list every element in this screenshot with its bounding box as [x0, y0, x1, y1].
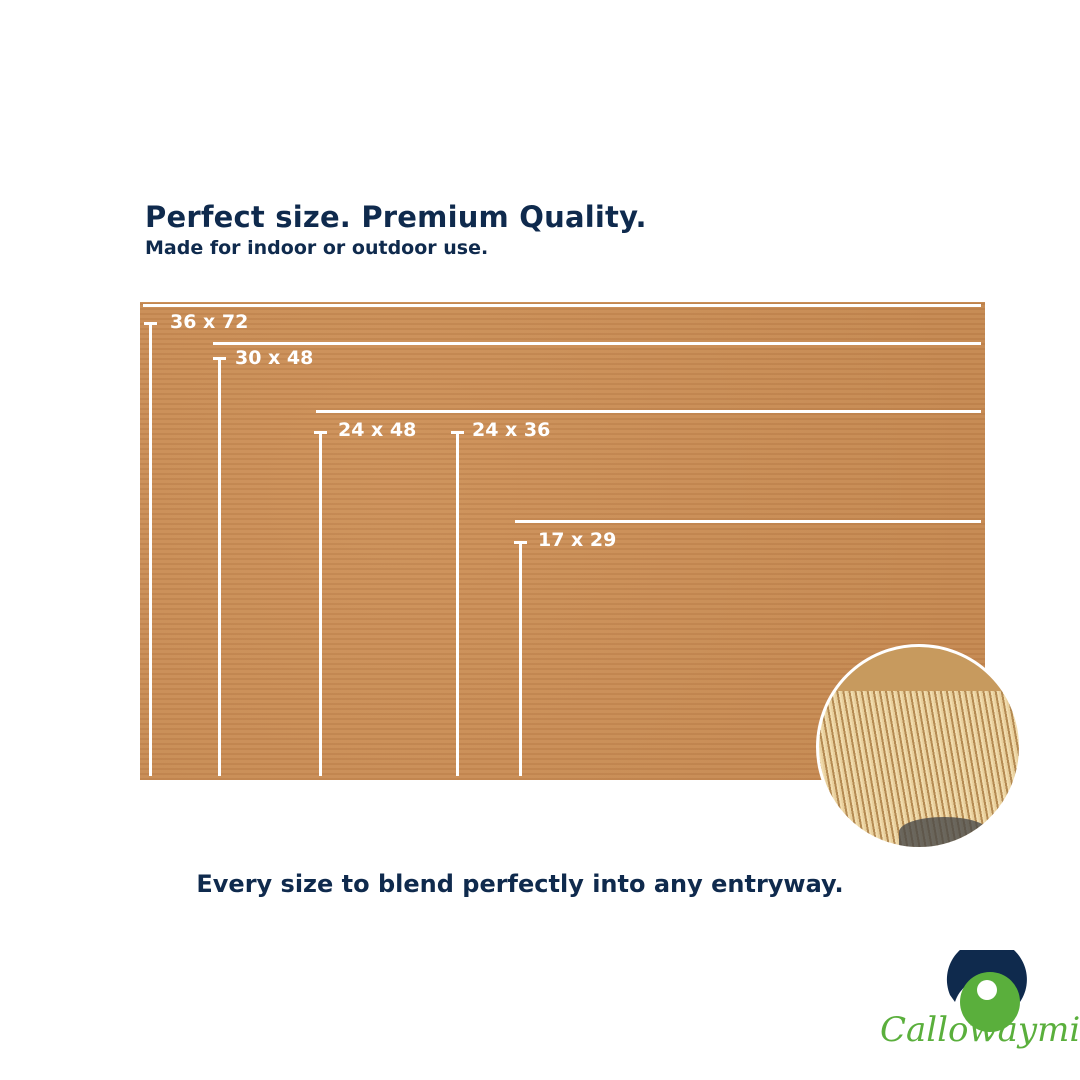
dimension-line-36x72-v	[149, 323, 152, 776]
size-label-30x48: 30 x 48	[235, 347, 314, 369]
dimension-line-17x29-h	[515, 520, 981, 523]
tick	[213, 357, 226, 360]
tick	[314, 431, 327, 434]
dimension-line-24x48-h	[316, 410, 981, 413]
tick	[451, 431, 464, 434]
coir-closeup-inset	[816, 644, 1022, 850]
size-label-24x36: 24 x 36	[472, 419, 551, 441]
size-label-24x48: 24 x 48	[338, 419, 417, 441]
size-label-36x72: 36 x 72	[170, 311, 249, 333]
subheadline: Made for indoor or outdoor use.	[145, 237, 489, 259]
dimension-line-30x48-h	[213, 342, 981, 345]
dimension-line-30x48-v	[218, 358, 221, 776]
tick	[514, 541, 527, 544]
dimension-line-24x48-v	[319, 432, 322, 776]
dimension-line-17x29-v	[519, 542, 522, 776]
tagline: Every size to blend perfectly into any e…	[196, 870, 844, 898]
brand-name: Callowaymills	[880, 1010, 1080, 1050]
brand-logo-icon	[946, 950, 1027, 1032]
dimension-line-24x36-v	[456, 432, 459, 776]
dimension-line-36x72-h	[143, 304, 981, 307]
size-label-17x29: 17 x 29	[538, 529, 617, 551]
headline: Perfect size. Premium Quality.	[145, 200, 647, 234]
tick	[144, 322, 157, 325]
